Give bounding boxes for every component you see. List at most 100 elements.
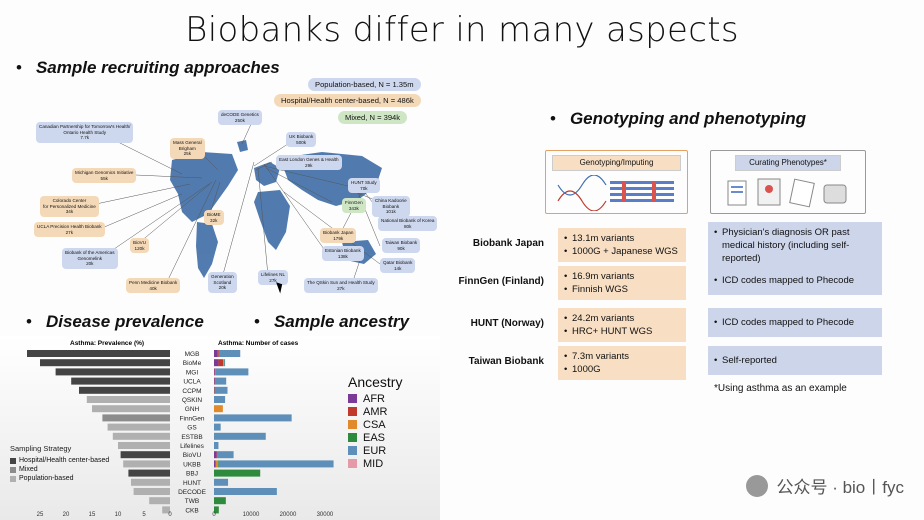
biobank-name-line2: Genomelink [77, 255, 103, 261]
cases-bar-segment [214, 460, 216, 468]
row-label: HUNT (Norway) [470, 318, 544, 329]
biobank-size: 250k [234, 117, 245, 123]
biobank-name-line2: Ontario Health Study [63, 129, 107, 135]
biobank-size: 34k [65, 209, 74, 214]
category-label: BioVU [183, 452, 202, 459]
biobank-name: Generation [211, 274, 234, 279]
cases-bar-segment [214, 442, 219, 449]
sampling-legend-hospital: Hospital/Health center-based [10, 457, 109, 464]
biobank-name: Estonian Biobank [325, 248, 361, 253]
cases-bar-segment [214, 478, 229, 486]
genotyping-item: HRC+ HUNT WGS [564, 325, 678, 338]
prevalence-tick: 10 [115, 512, 122, 518]
prevalence-bar [131, 478, 170, 486]
biobank-size: 55k [100, 175, 108, 181]
biobank-name: National Biobank of Korea [381, 218, 435, 223]
medical-records-icon [727, 178, 847, 208]
mixed-swatch [10, 466, 16, 473]
bullet-recruit: • Sample recruiting approaches [16, 58, 280, 77]
cases-bar-segment [224, 359, 226, 367]
legend-mixed: Mixed, N = 394k [338, 111, 408, 124]
cases-bar-segment [218, 359, 224, 367]
watermark: 公众号 · bio丨fyc [746, 473, 904, 498]
biobank-tag: BioVU 120k [130, 238, 150, 253]
biobank-size: 20k [86, 261, 94, 266]
category-label: TWB [185, 498, 199, 505]
biobank-size: 32k [210, 217, 218, 223]
cases-bar-segment [214, 359, 219, 367]
phenotype-header-box: Curating Phenotypes* [710, 150, 866, 214]
prevalence-bar [162, 506, 170, 514]
category-label: MGB [185, 351, 200, 358]
ancestry-swatch [348, 459, 357, 468]
ancestry-label: MID [363, 457, 384, 470]
prevalence-bar [133, 488, 170, 495]
biobank-name: Penn Medicine Biobank [129, 280, 178, 285]
cases-tick: 0 [212, 512, 216, 518]
prevalence-bar [55, 368, 170, 376]
cases-tick: 10000 [243, 512, 260, 518]
prevalence-bar [27, 350, 170, 357]
biobank-name-line2: for Personalized Medicine [43, 203, 96, 209]
category-label: GNH [185, 406, 200, 413]
biobank-world-map: Population-based, N = 1.35m Hospital/Hea… [32, 78, 442, 304]
cases-bar-segment [223, 359, 224, 367]
ancestry-label: EAS [363, 431, 386, 444]
ancestry-legend-item: CSA [348, 418, 402, 431]
row-label: Biobank Japan [472, 238, 544, 249]
phenotype-cell: Self-reported [708, 346, 882, 375]
ancestry-swatch [348, 394, 357, 403]
biobank-name: Colorado Center [52, 198, 87, 203]
ancestry-label: AMR [363, 405, 388, 418]
biobank-tag: Estonian Biobank 138k [322, 246, 364, 261]
cases-bar-segment [215, 460, 219, 468]
category-label: ESTBB [181, 434, 202, 441]
ancestry-legend-item: AMR [348, 405, 402, 418]
phenotype-item: ICD codes mapped to Phecode [714, 274, 874, 287]
cases-bar-segment [214, 469, 261, 477]
prevalence-bar [71, 377, 170, 385]
genotyping-header-box: Genotyping/Imputing [545, 150, 688, 214]
biobank-tag: The QSkin Sun and Health Study 27k [304, 278, 378, 293]
cases-bar-segment [214, 423, 221, 431]
cases-bar-segment [216, 451, 234, 459]
biobank-name: UCLA Precision Health Biobank [37, 224, 102, 229]
slide-title: Biobanks differ in many aspects [185, 10, 739, 50]
prevalence-bar [123, 460, 170, 468]
biobank-size: 179k [333, 235, 344, 241]
cases-bar-segment [214, 396, 226, 403]
category-label: CCPM [182, 388, 201, 395]
biobank-name: HUNT Study [351, 180, 377, 185]
cases-tick: 20000 [280, 512, 297, 518]
asthma-note: *Using asthma as an example [714, 383, 847, 394]
genotyping-item: Finnish WGS [564, 283, 678, 296]
biobank-size: 101k [385, 209, 396, 214]
biobank-name: Biobank of the Americas [65, 250, 115, 255]
biobank-tag: UK Biobank 500k [286, 132, 317, 147]
category-label: HUNT [183, 480, 201, 487]
category-label: UCLA [183, 379, 201, 386]
biobank-size: 90k [397, 245, 405, 251]
cases-bar-segment [214, 350, 218, 357]
category-label: BioMe [183, 360, 202, 367]
cases-bar-segment [218, 460, 334, 468]
genotyping-item: 24.2m variants [564, 312, 678, 325]
biobank-size: 343k [348, 205, 359, 211]
ancestry-label: AFR [363, 392, 385, 405]
biobank-name-line2: Scotland [213, 279, 232, 285]
biobank-size: 120k [134, 245, 145, 251]
genotyping-item: 1000G [564, 363, 678, 376]
ancestry-legend-item: AFR [348, 392, 402, 405]
prevalence-tick: 25 [37, 512, 44, 518]
biobank-size: 138k [337, 253, 348, 259]
ancestry-label: EUR [363, 444, 387, 457]
cases-bar-segment [214, 377, 216, 385]
cases-bar-segment [218, 460, 219, 468]
biobank-tag: deCODE Genetics 250k [218, 110, 262, 125]
prevalence-tick: 15 [89, 512, 96, 518]
biobank-tag: UCLA Precision Health Biobank 27k [34, 222, 105, 237]
category-label: CKB [185, 507, 198, 514]
biobank-size: 27k [65, 229, 74, 235]
biobank-name: Lifelines NL [261, 272, 286, 277]
